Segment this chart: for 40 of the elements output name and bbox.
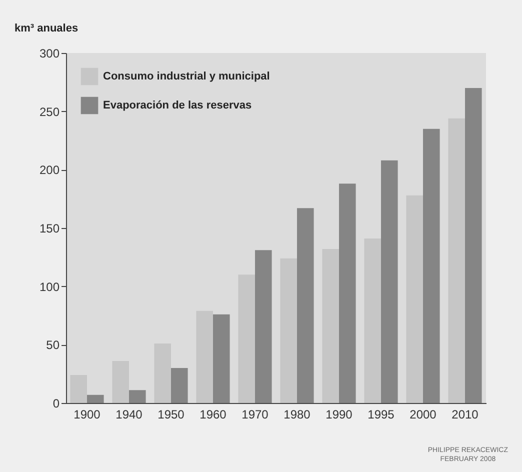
x-tick-label: 1995: [368, 408, 395, 422]
y-tick-label: 250: [39, 104, 60, 119]
legend-label: Consumo industrial y municipal: [103, 70, 270, 82]
y-tick-label: 300: [39, 46, 60, 60]
bar: [297, 208, 314, 403]
y-tick-label: 150: [39, 222, 60, 236]
legend-label: Evaporación de las reservas: [103, 100, 252, 112]
bar: [322, 249, 339, 403]
x-tick-label: 1950: [158, 408, 185, 422]
x-tick-label: 2000: [410, 408, 437, 422]
bar: [465, 88, 482, 403]
y-tick-label: 100: [39, 280, 60, 294]
bar: [339, 184, 356, 403]
y-tick-label: 200: [39, 163, 60, 178]
y-axis-title: km³ anuales: [14, 22, 78, 34]
bar: [196, 310, 213, 403]
bar: [87, 394, 104, 403]
bar: [213, 314, 230, 403]
bar: [70, 375, 87, 403]
y-tick-label: 50: [46, 338, 60, 352]
bar: [154, 344, 171, 403]
bar: [406, 195, 423, 403]
x-tick-label: 1900: [74, 408, 101, 422]
bar: [112, 361, 129, 403]
bar: [129, 390, 146, 403]
bar: [423, 128, 440, 403]
x-tick-label: 2010: [452, 408, 479, 422]
bar: [238, 274, 255, 403]
x-tick-label: 1960: [200, 408, 227, 422]
bar: [255, 250, 272, 403]
bar: [448, 118, 465, 403]
bar: [280, 258, 297, 403]
x-tick-label: 1980: [284, 408, 311, 422]
x-tick-label: 1940: [116, 408, 143, 422]
y-tick-label: 0: [52, 396, 60, 410]
bar: [171, 368, 188, 403]
bar: [381, 160, 398, 403]
bar: [364, 238, 381, 403]
x-tick-label: 1990: [326, 408, 353, 422]
x-tick-label: 1970: [242, 408, 269, 422]
